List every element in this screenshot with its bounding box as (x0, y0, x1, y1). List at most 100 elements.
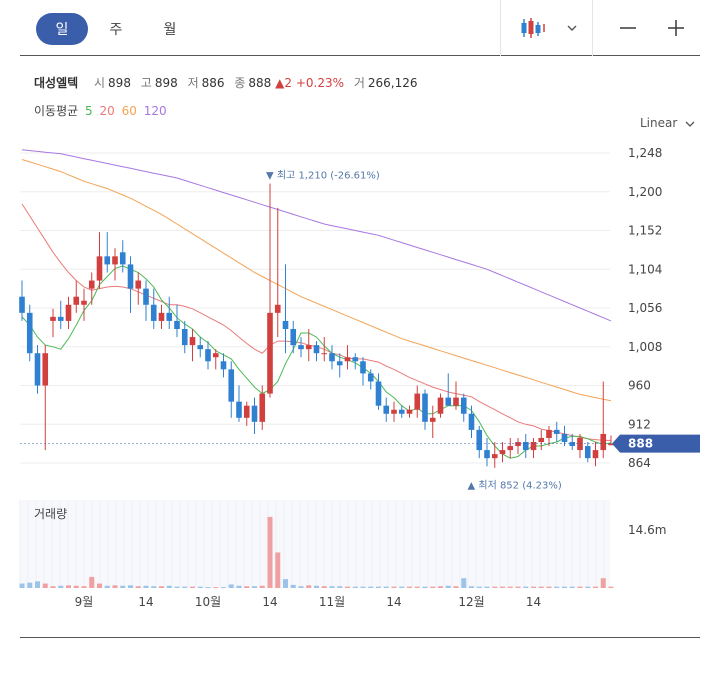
y-tick-label: 864 (628, 456, 651, 470)
candle-body (600, 433, 607, 451)
candle-body (197, 345, 204, 350)
candle-body (499, 450, 506, 455)
price-chart[interactable]: 1,248 1,200 1,152 1,104 1,056 1,008 960 912 864 거… (0, 140, 716, 610)
x-tick-label: 11월 (319, 595, 345, 609)
candle-body (243, 405, 250, 418)
volume-bar (283, 579, 288, 588)
volume-bar (58, 585, 64, 588)
volume-bar (554, 586, 560, 588)
low-value: 886 (201, 76, 225, 90)
ma60-legend[interactable]: 60 (121, 104, 137, 118)
candle-body (491, 454, 498, 459)
high-annotation: ▼ 최고 1,210 (-26.61%) (266, 170, 380, 182)
candle-body (88, 280, 95, 289)
volume-bar (383, 586, 389, 588)
volume-bar (515, 586, 521, 588)
candlestick-type-icon[interactable] (516, 12, 550, 44)
volume-bar (492, 586, 498, 588)
volume-bar (600, 578, 606, 588)
y-tick-label: 1,248 (628, 146, 662, 160)
tab-week[interactable]: 주 (109, 22, 123, 38)
y-tick-label: 960 (628, 379, 651, 393)
x-tick-label: 9월 (75, 595, 94, 609)
volume-bar (430, 586, 436, 588)
volume-bar (445, 585, 451, 588)
y-tick-label: 1,200 (628, 185, 662, 199)
volume-bar (414, 586, 420, 588)
volume-bar (205, 587, 211, 588)
tab-month[interactable]: 월 (163, 22, 177, 38)
candle-body (406, 409, 413, 414)
volume-bar (391, 586, 397, 588)
candle-body (522, 442, 529, 451)
candle-body (34, 353, 41, 386)
ma20-legend[interactable]: 20 (99, 104, 115, 118)
volume-bar (360, 586, 366, 588)
candle-body (584, 446, 591, 459)
candle-body (57, 316, 64, 321)
candle-body (181, 328, 188, 346)
candle-body (530, 442, 537, 451)
zoom-in-icon[interactable] (664, 12, 688, 44)
change-value: 2 (284, 76, 292, 90)
candle-body (484, 450, 490, 459)
candle-body (352, 357, 359, 362)
candle-body (259, 393, 266, 422)
candle-body (143, 288, 149, 305)
ma5-legend[interactable]: 5 (85, 104, 93, 118)
volume-bar (368, 586, 374, 588)
x-tick-label: 10월 (195, 595, 221, 609)
candle-body (429, 417, 436, 422)
volume-bar (275, 552, 281, 588)
candle-body (81, 300, 87, 305)
volume-bar (81, 586, 87, 588)
volume-bar (608, 586, 614, 588)
candle-body (422, 393, 428, 422)
volume-bar (298, 586, 304, 588)
volume-bar (244, 586, 250, 588)
volume-bar (523, 586, 529, 588)
x-tick-label: 14 (138, 595, 153, 609)
candle-body (112, 256, 118, 265)
candle-body (460, 397, 467, 414)
stock-name: 대성엘텍 (34, 76, 79, 90)
candle-body (220, 361, 227, 370)
zoom-out-icon[interactable] (616, 12, 640, 44)
volume-bar (306, 585, 312, 588)
candle-body (212, 353, 219, 358)
volume-bar (507, 586, 513, 588)
chevron-down-icon (685, 121, 695, 127)
candle-body (538, 437, 545, 443)
scale-label: Linear (640, 116, 678, 130)
volume-bar (159, 586, 164, 588)
volume-bar (461, 578, 467, 588)
candle-body (445, 397, 452, 406)
volume-bar (531, 586, 536, 588)
candle-body (561, 433, 568, 443)
volume-bar (422, 586, 428, 588)
y-tick-label: 1,008 (628, 340, 662, 354)
candle-body (127, 264, 134, 289)
candle-body (515, 442, 521, 447)
ma120-legend[interactable]: 120 (143, 104, 167, 118)
chevron-down-icon[interactable] (562, 12, 582, 44)
volume-bar (42, 583, 48, 588)
volume-bar (166, 585, 172, 588)
y-tick-label: 1,104 (628, 262, 662, 276)
volume-bar (538, 586, 544, 588)
scale-selector[interactable]: Linear (640, 116, 695, 130)
volume-bar (35, 581, 40, 588)
ma120-line (21, 149, 612, 322)
candle-body (65, 304, 72, 321)
volume-bar (321, 586, 327, 588)
volume-bar (500, 586, 505, 588)
volume-bar (66, 585, 71, 588)
candle-body (329, 353, 335, 362)
volume-bar (577, 586, 583, 588)
candle-body (569, 442, 576, 447)
volume-bar (213, 587, 219, 588)
candle-body (336, 361, 343, 366)
close-label: 종 (234, 76, 246, 90)
volume-bar (469, 586, 474, 588)
tab-day[interactable]: 일 (36, 13, 88, 45)
